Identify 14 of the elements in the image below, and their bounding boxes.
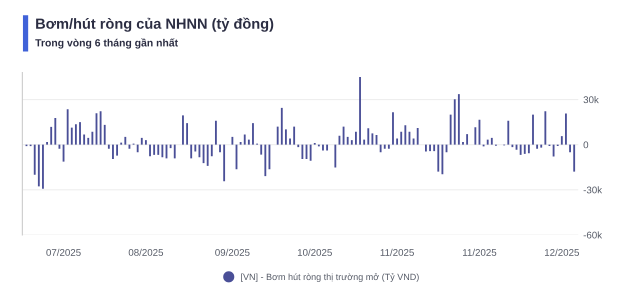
x-tick-label: 09/2025: [215, 248, 250, 256]
y-tick-label: 0: [584, 141, 588, 148]
x-tick-label: 10/2025: [298, 248, 332, 256]
x-tick-label: 07/2025: [46, 248, 81, 256]
x-tick-label: 12/2025: [544, 248, 579, 256]
x-tick-label: 11/2025: [380, 248, 414, 256]
chart-title: Bơm/hút ròng của NHNN (tỷ đồng): [36, 18, 274, 32]
legend-label: [VN] - Bơm hút ròng thị trường mở (Tỷ VND): [241, 273, 419, 282]
chart-subtitle: Trong vòng 6 tháng gần nhất: [35, 38, 178, 49]
y-tick-label: -30k: [584, 186, 602, 194]
y-tick-label: -60k: [584, 231, 602, 239]
x-tick-label: 08/2025: [128, 248, 164, 256]
y-tick-label: 30k: [584, 96, 599, 104]
x-tick-label: 11/2025: [462, 248, 496, 256]
